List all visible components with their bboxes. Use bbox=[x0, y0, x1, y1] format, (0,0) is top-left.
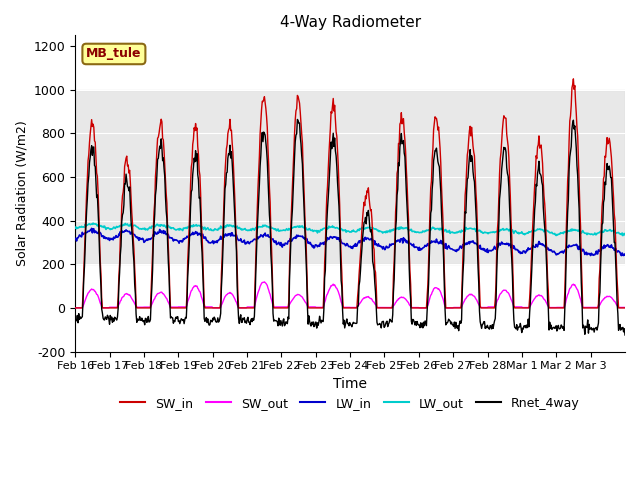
Line: SW_out: SW_out bbox=[75, 282, 625, 308]
SW_out bbox=[237, 305, 244, 311]
Line: LW_out: LW_out bbox=[75, 223, 625, 236]
Rnet_4way bbox=[285, 316, 292, 322]
SW_in bbox=[285, 299, 292, 305]
LW_in bbox=[136, 236, 144, 241]
Title: 4-Way Radiometer: 4-Way Radiometer bbox=[280, 15, 420, 30]
SW_out bbox=[136, 304, 143, 310]
Rnet_4way bbox=[71, 316, 79, 322]
Legend: SW_in, SW_out, LW_in, LW_out, Rnet_4way: SW_in, SW_out, LW_in, LW_out, Rnet_4way bbox=[115, 392, 585, 415]
Rnet_4way bbox=[621, 332, 629, 338]
LW_in bbox=[88, 226, 95, 231]
Rnet_4way bbox=[438, 226, 446, 231]
LW_out bbox=[408, 227, 415, 232]
Rnet_4way bbox=[136, 314, 143, 320]
SW_out bbox=[439, 296, 447, 301]
LW_out bbox=[71, 225, 79, 231]
SW_out bbox=[71, 305, 79, 311]
SW_out bbox=[265, 287, 273, 293]
SW_out bbox=[408, 305, 415, 311]
LW_out bbox=[89, 220, 97, 226]
LW_in bbox=[438, 241, 446, 247]
SW_in bbox=[570, 76, 577, 82]
Bar bbox=[75, 90, 625, 264]
Line: LW_in: LW_in bbox=[75, 228, 625, 255]
Rnet_4way bbox=[264, 176, 272, 181]
LW_in bbox=[618, 252, 625, 258]
SW_in bbox=[407, 281, 415, 287]
Y-axis label: Solar Radiation (W/m2): Solar Radiation (W/m2) bbox=[15, 120, 28, 266]
LW_in bbox=[265, 234, 273, 240]
LW_in bbox=[237, 239, 245, 245]
SW_in bbox=[264, 146, 272, 152]
SW_out bbox=[260, 279, 268, 285]
Text: MB_tule: MB_tule bbox=[86, 48, 141, 60]
LW_in bbox=[621, 252, 629, 258]
SW_in bbox=[621, 305, 629, 311]
Rnet_4way bbox=[237, 312, 244, 318]
LW_out bbox=[285, 226, 293, 232]
LW_out bbox=[237, 227, 245, 233]
LW_out bbox=[619, 233, 627, 239]
Line: SW_in: SW_in bbox=[75, 79, 625, 308]
Rnet_4way bbox=[408, 319, 415, 324]
SW_in bbox=[136, 305, 143, 311]
SW_in bbox=[438, 182, 445, 188]
Rnet_4way bbox=[294, 117, 301, 122]
SW_in bbox=[71, 305, 79, 311]
LW_out bbox=[265, 225, 273, 230]
LW_in bbox=[71, 236, 79, 241]
X-axis label: Time: Time bbox=[333, 377, 367, 391]
LW_out bbox=[438, 225, 446, 231]
LW_out bbox=[136, 226, 144, 231]
SW_out bbox=[415, 305, 423, 311]
LW_in bbox=[285, 239, 293, 244]
SW_out bbox=[285, 301, 293, 307]
Line: Rnet_4way: Rnet_4way bbox=[75, 120, 625, 335]
SW_in bbox=[237, 305, 244, 311]
LW_in bbox=[408, 241, 415, 247]
SW_out bbox=[621, 304, 629, 310]
LW_out bbox=[621, 232, 629, 238]
